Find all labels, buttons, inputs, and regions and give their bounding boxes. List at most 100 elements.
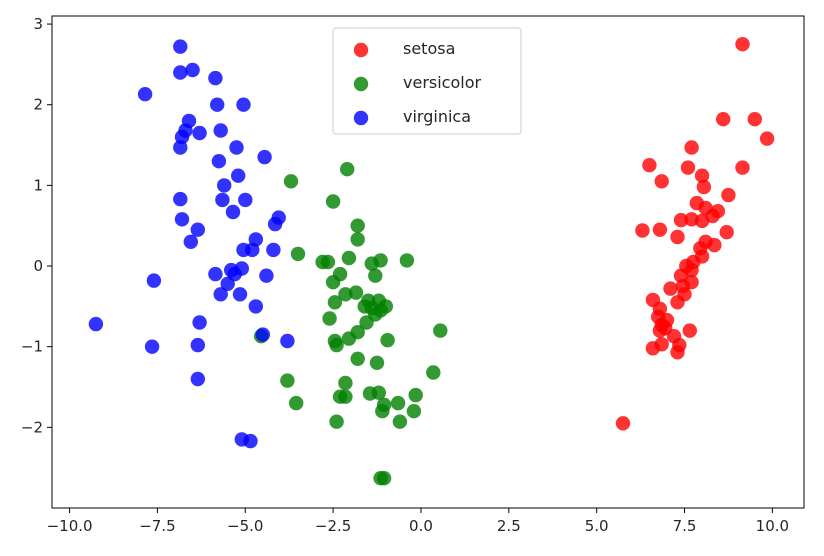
series-virginica bbox=[88, 39, 295, 449]
versicolor-point-16 bbox=[348, 285, 364, 300]
virginica-point-4 bbox=[208, 70, 223, 86]
setosa-point-8 bbox=[694, 168, 710, 183]
plot-frame bbox=[51, 15, 805, 509]
x-axis: −10.0 −7.5 −5.0 −2.5 0.0 2.5 5.0 7.5 10.0 bbox=[47, 508, 789, 535]
setosa-point-17 bbox=[673, 212, 689, 228]
setosa-point-11 bbox=[721, 187, 736, 203]
virginica-point-22 bbox=[174, 212, 190, 227]
legend-frame bbox=[332, 27, 522, 135]
versicolor-point-49 bbox=[392, 414, 408, 429]
versicolor-point-2 bbox=[325, 194, 341, 209]
legend-label-virginica: virginica bbox=[403, 107, 471, 126]
versicolor-point-14 bbox=[325, 275, 341, 290]
setosa-point-7 bbox=[735, 160, 750, 175]
setosa-point-19 bbox=[635, 223, 650, 238]
versicolor-point-44 bbox=[390, 395, 406, 411]
virginica-point-43 bbox=[255, 327, 270, 342]
versicolor-point-42 bbox=[338, 389, 353, 404]
setosa-point-47 bbox=[645, 341, 661, 356]
virginica-point-24 bbox=[267, 216, 283, 232]
x-tick-label: 7.5 bbox=[673, 517, 697, 535]
legend-entries: setosa versicolor virginica bbox=[353, 39, 481, 126]
virginica-point-20 bbox=[238, 192, 253, 208]
virginica-point-36 bbox=[146, 273, 162, 288]
virginica-point-25 bbox=[190, 222, 205, 237]
virginica-point-35 bbox=[259, 268, 274, 283]
virginica-point-15 bbox=[211, 154, 227, 169]
virginica-point-49 bbox=[243, 433, 258, 449]
versicolor-point-31 bbox=[380, 333, 395, 348]
x-tick-label: 5.0 bbox=[585, 517, 609, 535]
points-layer bbox=[88, 37, 775, 486]
x-tick-label: −2.5 bbox=[315, 517, 351, 535]
legend-marker-setosa bbox=[353, 42, 369, 58]
versicolor-point-9 bbox=[341, 250, 357, 266]
setosa-point-1 bbox=[716, 112, 731, 127]
virginica-point-47 bbox=[190, 371, 205, 387]
virginica-point-39 bbox=[232, 287, 248, 302]
virginica-point-45 bbox=[190, 337, 205, 353]
legend-label-versicolor: versicolor bbox=[403, 73, 481, 92]
setosa-point-36 bbox=[670, 295, 685, 310]
setosa-point-18 bbox=[694, 213, 710, 229]
setosa-point-21 bbox=[719, 225, 734, 240]
versicolor-point-12 bbox=[399, 253, 415, 268]
versicolor-point-30 bbox=[329, 337, 344, 353]
virginica-point-2 bbox=[173, 65, 188, 80]
setosa-point-9 bbox=[654, 174, 669, 189]
legend-marker-virginica bbox=[353, 110, 369, 126]
virginica-point-46 bbox=[144, 339, 160, 354]
versicolor-point-17 bbox=[327, 295, 343, 310]
setosa-point-42 bbox=[652, 323, 668, 338]
setosa-point-2 bbox=[747, 112, 762, 127]
setosa-point-43 bbox=[682, 323, 697, 338]
virginica-point-40 bbox=[248, 299, 263, 314]
setosa-point-3 bbox=[759, 131, 775, 146]
versicolor-point-32 bbox=[433, 323, 448, 338]
versicolor-point-40 bbox=[362, 386, 378, 401]
series-setosa bbox=[615, 37, 775, 431]
y-tick-label: −2 bbox=[21, 418, 43, 436]
legend-marker-versicolor bbox=[353, 76, 369, 92]
versicolor-point-26 bbox=[359, 315, 374, 330]
x-tick-label: 10.0 bbox=[756, 517, 789, 535]
virginica-point-38 bbox=[213, 287, 228, 302]
setosa-point-29 bbox=[684, 262, 699, 278]
versicolor-point-43 bbox=[408, 387, 423, 403]
setosa-point-33 bbox=[663, 281, 678, 296]
y-tick-label: 0 bbox=[33, 257, 43, 275]
x-tick-label: 0.0 bbox=[409, 517, 433, 535]
virginica-point-13 bbox=[229, 140, 244, 155]
x-tick-label: −5.0 bbox=[227, 517, 263, 535]
virginica-point-9 bbox=[192, 125, 207, 141]
virginica-point-27 bbox=[183, 234, 198, 249]
legend: setosa versicolor virginica bbox=[332, 27, 522, 135]
versicolor-point-1 bbox=[340, 162, 355, 177]
setosa-point-6 bbox=[680, 160, 696, 175]
x-tick-label: 2.5 bbox=[497, 517, 521, 535]
virginica-point-19 bbox=[215, 192, 230, 208]
y-axis: −2 −1 0 1 2 3 bbox=[21, 15, 52, 436]
virginica-point-44 bbox=[280, 333, 295, 349]
virginica-point-33 bbox=[208, 266, 223, 282]
setosa-point-24 bbox=[707, 237, 722, 253]
virginica-point-30 bbox=[266, 242, 281, 258]
setosa-point-0 bbox=[735, 37, 750, 52]
virginica-point-17 bbox=[217, 178, 232, 193]
versicolor-point-45 bbox=[289, 395, 304, 411]
virginica-point-41 bbox=[192, 315, 207, 330]
setosa-point-22 bbox=[670, 229, 685, 245]
virginica-point-18 bbox=[173, 191, 188, 207]
versicolor-point-11 bbox=[373, 253, 388, 268]
virginica-point-29 bbox=[245, 242, 260, 258]
virginica-point-14 bbox=[257, 149, 272, 165]
virginica-point-10 bbox=[213, 123, 228, 138]
virginica-point-1 bbox=[137, 87, 153, 102]
versicolor-point-13 bbox=[368, 268, 383, 283]
legend-label-setosa: setosa bbox=[403, 39, 455, 58]
versicolor-point-50 bbox=[329, 414, 344, 429]
virginica-point-16 bbox=[231, 168, 246, 183]
versicolor-point-34 bbox=[350, 351, 365, 366]
versicolor-point-23 bbox=[378, 299, 393, 314]
